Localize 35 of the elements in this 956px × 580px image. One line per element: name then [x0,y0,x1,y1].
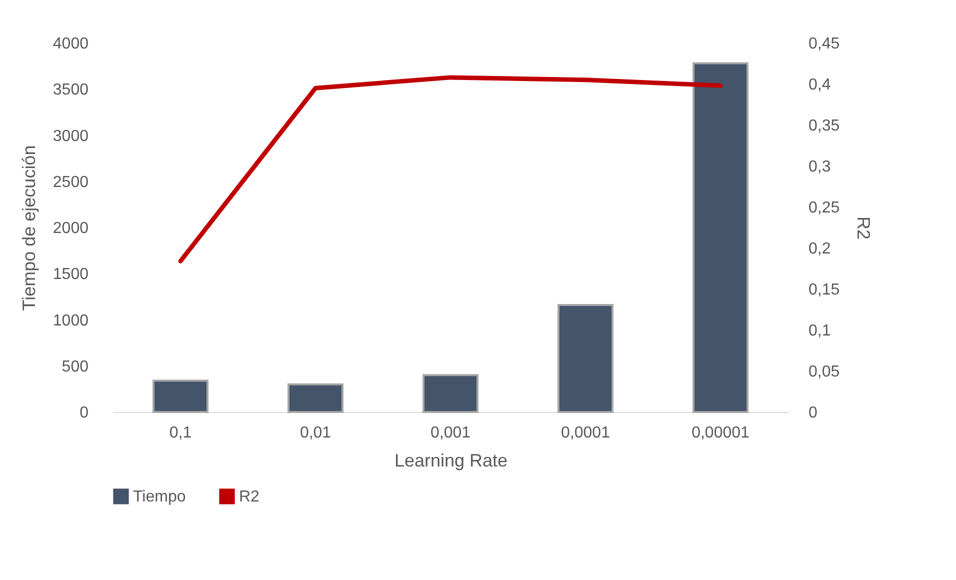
x-tick-label: 0,1 [169,424,192,442]
line-series [178,75,723,264]
y2-tick-label: 0,2 [808,240,831,258]
y2-tick-label: 0,3 [808,158,831,176]
y2-tick-label: 0,4 [808,76,831,94]
y-tick-label: 0 [80,404,89,422]
x-tick-label: 0,001 [430,424,471,442]
y-tick-label: 3500 [52,82,89,99]
y2-tick-label: 0,45 [808,36,840,52]
y2-tick-label: 0,15 [808,282,840,298]
bar [152,380,208,413]
y-tick-label: 1000 [52,312,89,330]
y2-tick-label: 0,05 [808,364,840,380]
legend-label: R2 [239,488,260,506]
y-tick-label: 2000 [52,220,89,237]
y-tick-label: 4000 [52,36,89,52]
y-tick-label: 2500 [52,174,89,191]
bar [692,62,748,413]
y2-axis-title: R2 [854,216,874,240]
legend-label: Tiempo [133,488,186,506]
y2-tick-label: 0,25 [808,200,840,216]
y-tick-label: 500 [62,358,89,376]
y2-tick-label: 0,35 [808,118,840,134]
y2-tick-label: 0 [808,404,818,422]
bar [422,374,478,413]
y2-tick-label: 0,1 [808,322,831,340]
bar [288,383,344,413]
x-tick-label: 0,00001 [692,424,750,442]
bar [558,304,614,413]
y-axis-title: Tiempo de ejecución [18,145,39,311]
x-axis-title: Learning Rate [394,450,508,470]
x-tick-label: 0,01 [300,424,332,442]
y-tick-label: 3000 [52,128,89,145]
x-tick-label: 0,0001 [561,424,610,442]
y-tick-label: 1500 [52,266,89,284]
